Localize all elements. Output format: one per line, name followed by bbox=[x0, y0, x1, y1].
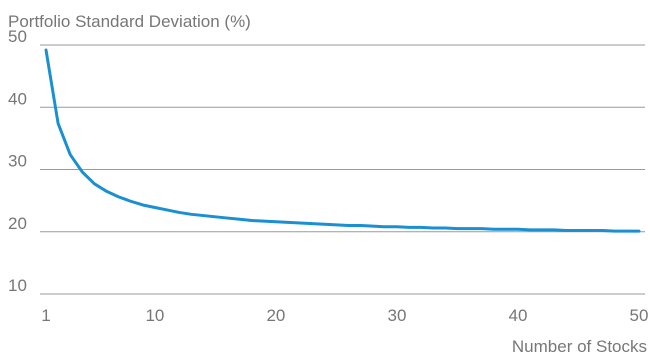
y-tick-labels: 10 20 30 40 50 bbox=[8, 27, 27, 295]
y-tick-label: 50 bbox=[8, 27, 27, 46]
x-tick-label: 10 bbox=[145, 306, 164, 325]
x-tick-label: 30 bbox=[387, 306, 406, 325]
x-tick-label: 40 bbox=[509, 306, 528, 325]
x-tick-labels: 1 10 20 30 40 50 bbox=[41, 306, 648, 325]
y-tick-label: 40 bbox=[8, 89, 27, 108]
series-line bbox=[44, 48, 641, 233]
y-tick-label: 30 bbox=[8, 152, 27, 171]
y-tick-label: 20 bbox=[8, 214, 27, 233]
x-tick-label: 20 bbox=[266, 306, 285, 325]
y-axis-title: Portfolio Standard Deviation (%) bbox=[8, 12, 251, 31]
series-group bbox=[44, 48, 641, 233]
x-axis-title: Number of Stocks bbox=[512, 337, 647, 356]
x-tick-label: 1 bbox=[41, 306, 50, 325]
x-tick-label: 50 bbox=[630, 306, 649, 325]
y-tick-label: 10 bbox=[8, 276, 27, 295]
grid-lines bbox=[40, 44, 645, 295]
